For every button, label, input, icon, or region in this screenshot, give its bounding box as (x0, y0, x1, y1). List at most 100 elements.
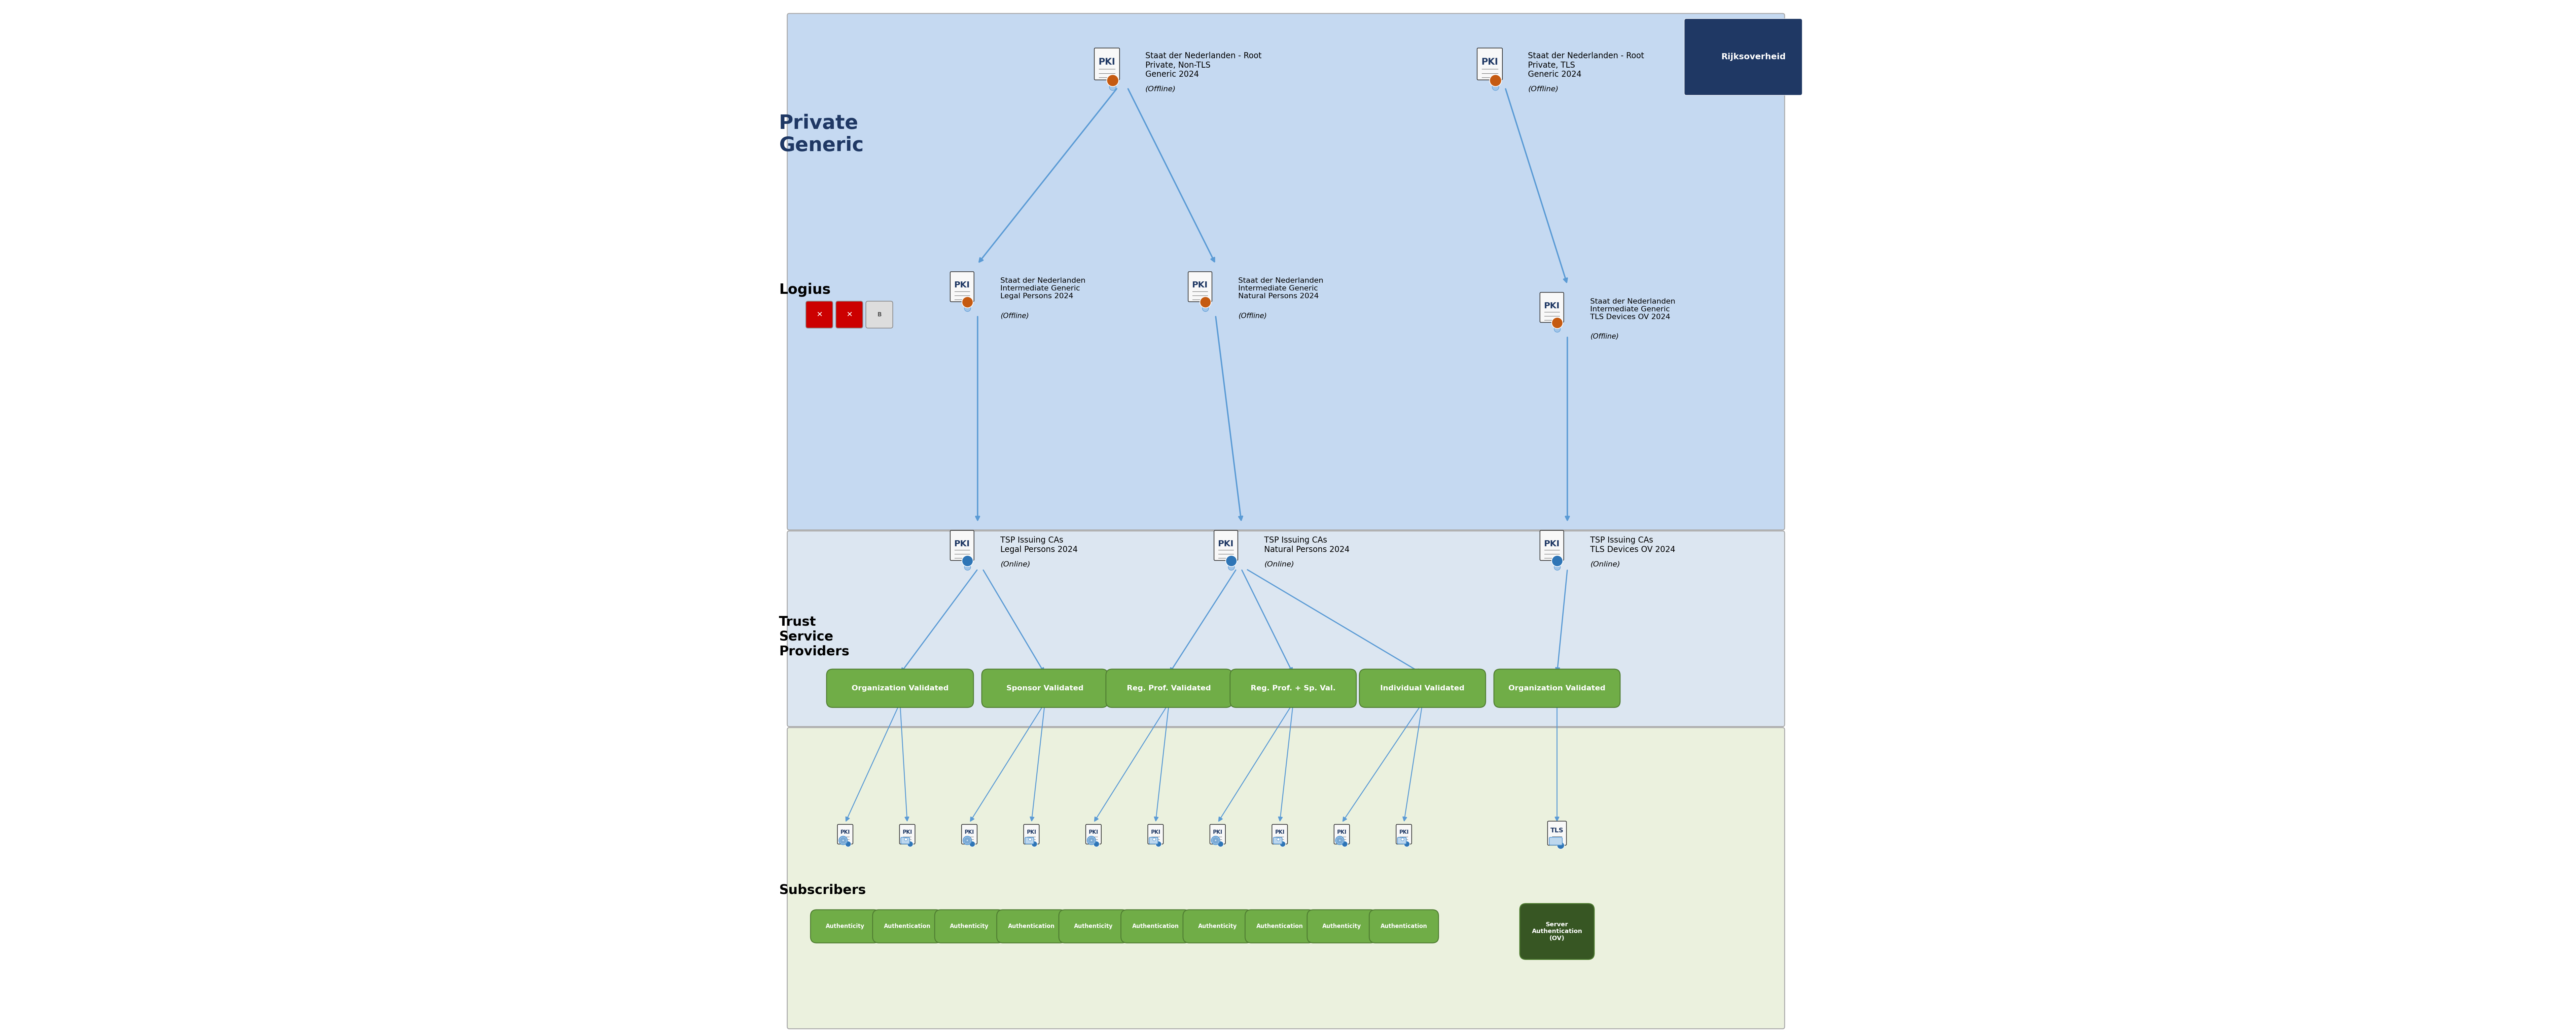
Text: PKI: PKI (953, 540, 971, 548)
Circle shape (1551, 556, 1564, 566)
FancyBboxPatch shape (835, 301, 863, 328)
Circle shape (1030, 841, 1038, 847)
FancyBboxPatch shape (1059, 910, 1128, 943)
FancyBboxPatch shape (951, 530, 974, 560)
FancyBboxPatch shape (837, 824, 853, 845)
FancyBboxPatch shape (1370, 910, 1437, 943)
FancyBboxPatch shape (1211, 824, 1226, 845)
Circle shape (840, 836, 848, 845)
FancyBboxPatch shape (1548, 821, 1566, 846)
Circle shape (1108, 75, 1118, 87)
Text: PKI: PKI (1090, 830, 1097, 834)
FancyBboxPatch shape (1685, 19, 1803, 95)
Circle shape (1556, 841, 1564, 849)
Circle shape (1229, 564, 1234, 570)
FancyBboxPatch shape (1105, 669, 1231, 708)
Circle shape (1157, 841, 1162, 847)
Text: PKI: PKI (953, 282, 971, 289)
Text: Authenticity: Authenticity (827, 923, 866, 929)
Text: TLS: TLS (1551, 827, 1564, 834)
Text: ✕: ✕ (817, 312, 822, 318)
Text: PKI: PKI (902, 830, 912, 834)
Text: TSP Issuing CAs
TLS Devices OV 2024: TSP Issuing CAs TLS Devices OV 2024 (1589, 536, 1674, 554)
Circle shape (845, 841, 850, 847)
Circle shape (1200, 297, 1211, 307)
Circle shape (961, 297, 974, 307)
Circle shape (1334, 836, 1345, 845)
Circle shape (963, 564, 971, 570)
Circle shape (961, 556, 974, 566)
FancyBboxPatch shape (1396, 837, 1406, 844)
FancyBboxPatch shape (899, 824, 914, 845)
Text: PKI: PKI (963, 830, 974, 834)
Text: Reg. Prof. + Sp. Val.: Reg. Prof. + Sp. Val. (1252, 685, 1337, 691)
Text: (Offline): (Offline) (1239, 313, 1267, 320)
Circle shape (1278, 838, 1280, 840)
FancyBboxPatch shape (1025, 837, 1033, 844)
Circle shape (1280, 841, 1285, 847)
Text: Server
Authentication
(OV): Server Authentication (OV) (1533, 921, 1582, 942)
Text: Trust
Service
Providers: Trust Service Providers (778, 616, 850, 657)
Text: (Online): (Online) (1265, 561, 1293, 568)
Circle shape (1404, 841, 1409, 847)
Circle shape (963, 305, 971, 312)
Text: (Offline): (Offline) (1589, 333, 1618, 341)
FancyBboxPatch shape (873, 910, 943, 943)
Text: ✕: ✕ (845, 312, 853, 318)
Text: Organization Validated: Organization Validated (1510, 685, 1605, 691)
FancyBboxPatch shape (827, 669, 974, 708)
Circle shape (969, 841, 976, 847)
FancyBboxPatch shape (788, 13, 1785, 530)
Circle shape (1211, 836, 1221, 845)
FancyBboxPatch shape (1396, 824, 1412, 845)
Text: (Offline): (Offline) (999, 313, 1028, 320)
FancyBboxPatch shape (1095, 48, 1121, 80)
Circle shape (1551, 318, 1564, 328)
Text: Authentication: Authentication (1007, 923, 1054, 929)
FancyBboxPatch shape (1188, 271, 1211, 301)
Text: TSP Issuing CAs
Legal Persons 2024: TSP Issuing CAs Legal Persons 2024 (999, 536, 1077, 554)
FancyBboxPatch shape (1182, 910, 1252, 943)
Text: B: B (878, 312, 881, 318)
FancyBboxPatch shape (951, 271, 974, 301)
Text: PKI: PKI (1151, 830, 1159, 834)
Circle shape (1489, 75, 1502, 87)
Text: (Offline): (Offline) (1146, 86, 1175, 93)
Text: PKI: PKI (1213, 830, 1224, 834)
Text: Private
Generic: Private Generic (778, 114, 863, 155)
Text: PKI: PKI (1399, 830, 1409, 834)
Text: Staat der Nederlanden
Intermediate Generic
Natural Persons 2024: Staat der Nederlanden Intermediate Gener… (1239, 277, 1324, 300)
FancyBboxPatch shape (1334, 824, 1350, 845)
Text: PKI: PKI (1481, 58, 1499, 66)
Text: Authenticity: Authenticity (1321, 923, 1360, 929)
Text: Rijksoverheid: Rijksoverheid (1721, 53, 1785, 61)
Circle shape (1218, 841, 1224, 847)
FancyBboxPatch shape (1121, 910, 1190, 943)
Text: TSP Issuing CAs
Natural Persons 2024: TSP Issuing CAs Natural Persons 2024 (1265, 536, 1350, 554)
Text: Logius: Logius (778, 283, 829, 297)
FancyBboxPatch shape (902, 837, 909, 844)
FancyBboxPatch shape (1306, 910, 1376, 943)
FancyBboxPatch shape (1494, 669, 1620, 708)
Text: (Offline): (Offline) (1528, 86, 1558, 93)
FancyBboxPatch shape (1231, 669, 1358, 708)
FancyBboxPatch shape (1273, 824, 1288, 845)
Circle shape (904, 838, 907, 840)
FancyBboxPatch shape (1476, 48, 1502, 80)
Circle shape (1492, 84, 1499, 90)
FancyBboxPatch shape (788, 531, 1785, 727)
Text: (Online): (Online) (999, 561, 1030, 568)
Text: Staat der Nederlanden
Intermediate Generic
Legal Persons 2024: Staat der Nederlanden Intermediate Gener… (999, 277, 1084, 300)
FancyBboxPatch shape (1213, 530, 1239, 560)
Text: Authentication: Authentication (1381, 923, 1427, 929)
Text: Reg. Prof. Validated: Reg. Prof. Validated (1126, 685, 1211, 691)
Text: Authenticity: Authenticity (1198, 923, 1236, 929)
Text: Sponsor Validated: Sponsor Validated (1007, 685, 1084, 691)
Circle shape (1401, 838, 1404, 840)
Text: Authentication: Authentication (884, 923, 930, 929)
FancyBboxPatch shape (961, 824, 976, 845)
Circle shape (1203, 305, 1208, 312)
Text: PKI: PKI (1275, 830, 1285, 834)
Circle shape (1553, 564, 1561, 570)
FancyBboxPatch shape (866, 301, 894, 328)
